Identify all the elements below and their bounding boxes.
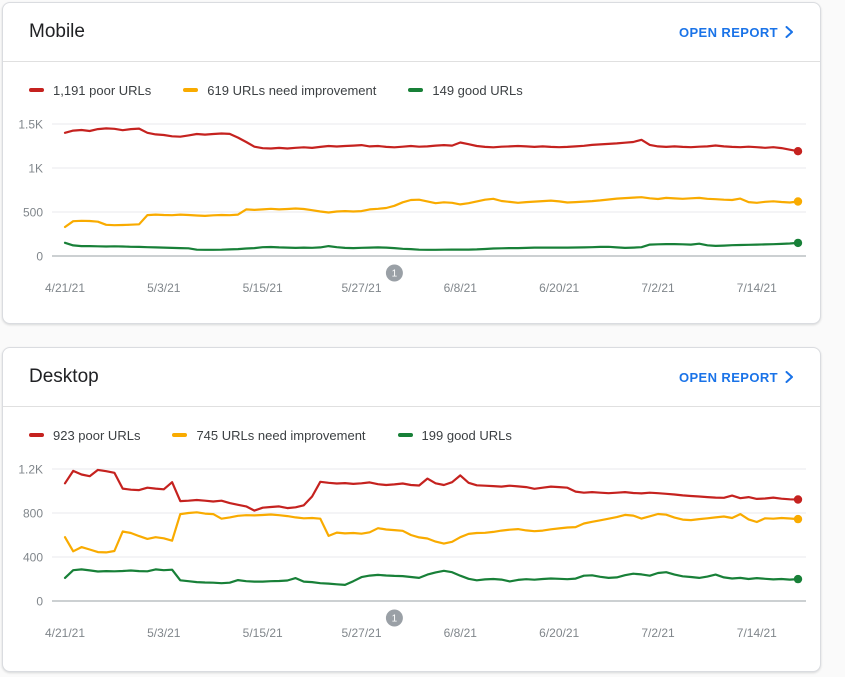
legend-item-needs-improvement: 745 URLs need improvement <box>172 427 366 443</box>
good-series-dash-icon <box>408 88 424 92</box>
legend-item-poor: 1,191 poor URLs <box>29 83 151 98</box>
y-tick-label: 0 <box>36 594 43 608</box>
x-tick-label: 6/20/21 <box>539 281 579 295</box>
desktop-card-header: Desktop OPEN REPORT <box>3 348 820 407</box>
desktop-card: Desktop OPEN REPORT 923 poor URLs 745 UR… <box>2 347 821 672</box>
mobile-card: Mobile OPEN REPORT 1,191 poor URLs 619 U… <box>2 2 821 324</box>
legend-item-poor: 923 poor URLs <box>29 428 140 443</box>
annotation-marker[interactable]: 1 <box>385 264 403 282</box>
poor-series-dash-icon <box>29 433 44 437</box>
series-line-URLs-need-improvement <box>63 196 800 229</box>
legend-item-good: 199 good URLs <box>397 427 512 443</box>
x-tick-label: 6/8/21 <box>444 626 478 640</box>
x-tick-label: 5/15/21 <box>243 626 283 640</box>
series-line-good-URLs <box>63 568 800 587</box>
needs-improvement-series-dash-icon <box>183 88 199 92</box>
x-tick-label: 7/2/21 <box>641 281 675 295</box>
y-tick-label: 500 <box>23 205 43 219</box>
x-tick-label: 4/21/21 <box>45 626 85 640</box>
x-tick-label: 4/21/21 <box>45 281 85 295</box>
legend-label-good: 149 good URLs <box>432 82 523 98</box>
series-end-dot-good-URLs <box>793 574 803 584</box>
open-report-button-desktop[interactable]: OPEN REPORT <box>679 370 794 385</box>
x-tick-label: 7/14/21 <box>737 281 777 295</box>
mobile-urls-line-chart[interactable]: 0 500 1K 1.5K 4/21/21 5/3/21 5/15/21 5/27/21 6/8… <box>17 112 806 298</box>
chevron-right-icon <box>785 26 794 38</box>
y-tick-label: 400 <box>23 550 43 564</box>
good-series-dash-icon <box>397 433 413 437</box>
legend-mobile: 1,191 poor URLs 619 URLs need improvemen… <box>3 62 820 98</box>
y-tick-label: 1K <box>28 161 43 175</box>
legend-label-needs-improvement: 619 URLs need improvement <box>207 82 377 98</box>
open-report-button-mobile[interactable]: OPEN REPORT <box>679 25 794 40</box>
mobile-card-header: Mobile OPEN REPORT <box>3 3 820 62</box>
series-line-URLs-need-improvement <box>63 511 800 554</box>
x-tick-label: 6/8/21 <box>444 281 478 295</box>
x-tick-label: 5/3/21 <box>147 626 181 640</box>
series-end-dot-URLs-need-improvement <box>793 514 803 524</box>
x-tick-label: 5/3/21 <box>147 281 181 295</box>
series-line-poor-URLs <box>63 127 800 153</box>
y-tick-label: 1.5K <box>18 117 43 131</box>
series-end-dot-poor-URLs <box>793 147 803 156</box>
chevron-right-icon <box>785 371 794 383</box>
svg-text:1: 1 <box>392 614 398 625</box>
legend-item-needs-improvement: 619 URLs need improvement <box>183 83 376 98</box>
x-tick-label: 6/20/21 <box>539 626 579 640</box>
legend-item-good: 149 good URLs <box>408 82 523 98</box>
legend-label-good: 199 good URLs <box>421 427 512 443</box>
series-end-dot-URLs-need-improvement <box>793 197 803 206</box>
card-title-desktop: Desktop <box>29 366 99 387</box>
x-tick-label: 5/27/21 <box>341 281 381 295</box>
desktop-urls-line-chart[interactable]: 0 400 800 1.2K 4/21/21 5/3/21 5/15/21 5/27/21 6/… <box>17 457 806 643</box>
legend-label-poor: 1,191 poor URLs <box>53 82 152 98</box>
poor-series-dash-icon <box>29 88 44 92</box>
needs-improvement-series-dash-icon <box>172 433 188 437</box>
x-tick-label: 7/2/21 <box>641 626 675 640</box>
legend-desktop: 923 poor URLs 745 URLs need improvement … <box>3 407 820 443</box>
open-report-label: OPEN REPORT <box>678 24 778 40</box>
svg-text:1: 1 <box>392 269 398 280</box>
y-tick-label: 800 <box>23 506 43 520</box>
x-tick-label: 5/27/21 <box>341 626 381 640</box>
x-tick-label: 7/14/21 <box>737 626 777 640</box>
y-tick-label: 0 <box>36 249 43 263</box>
card-title-mobile: Mobile <box>29 21 85 42</box>
y-tick-label: 1.2K <box>18 462 43 476</box>
series-end-dot-good-URLs <box>793 238 803 248</box>
x-tick-label: 5/15/21 <box>243 281 283 295</box>
series-line-good-URLs <box>63 241 800 251</box>
series-line-poor-URLs <box>63 468 800 512</box>
legend-label-needs-improvement: 745 URLs need improvement <box>196 427 366 443</box>
series-end-dot-poor-URLs <box>793 495 803 504</box>
legend-label-poor: 923 poor URLs <box>53 427 141 443</box>
open-report-label: OPEN REPORT <box>678 369 778 385</box>
annotation-marker[interactable]: 1 <box>385 609 403 627</box>
